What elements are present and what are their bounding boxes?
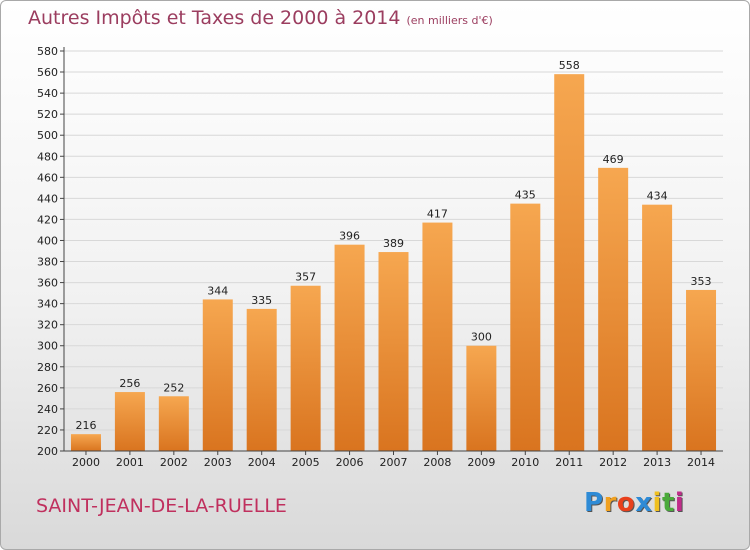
bars [70, 74, 717, 451]
x-tick-label: 2000 [72, 456, 100, 469]
y-tick-label: 320 [37, 319, 58, 332]
data-label: 357 [295, 271, 316, 284]
data-label: 396 [339, 230, 360, 243]
data-label: 434 [647, 190, 668, 203]
logo-letter: r [603, 488, 617, 518]
bar-2013 [642, 204, 673, 451]
x-tick-label: 2009 [467, 456, 495, 469]
logo-letter: o [616, 488, 636, 518]
y-tick-label: 540 [37, 87, 58, 100]
y-tick-label: 380 [37, 256, 58, 269]
y-tick-label: 480 [37, 150, 58, 163]
data-label: 335 [251, 294, 272, 307]
data-label: 252 [163, 381, 184, 394]
x-tick-label: 2003 [204, 456, 232, 469]
data-label: 389 [383, 237, 404, 250]
x-tick-label: 2012 [599, 456, 627, 469]
y-tick-label: 580 [37, 45, 58, 58]
bar-2002 [158, 396, 189, 451]
bar-2001 [114, 392, 145, 451]
y-tick-label: 460 [37, 171, 58, 184]
bar-2003 [202, 299, 233, 451]
logo-letter: t [661, 488, 675, 518]
y-tick-labels: 200 220 240 260 280 300 320 340 360 380 400 420 440 4… [37, 45, 64, 458]
data-labels: 216 256 252 344 335 357 396 389 417 300 435 558 469 4… [75, 59, 711, 432]
bar-2010 [510, 203, 541, 451]
x-tick-label: 2002 [160, 456, 188, 469]
logo-letter: i [652, 488, 662, 518]
bar-2005 [290, 285, 321, 451]
x-tick-label: 2007 [380, 456, 408, 469]
logo-letter: x [635, 488, 653, 518]
x-tick-label: 2010 [511, 456, 539, 469]
x-tick-label: 2014 [687, 456, 715, 469]
data-label: 256 [119, 377, 140, 390]
y-tick-label: 260 [37, 382, 58, 395]
x-tick-labels: 2000 2001 2002 2003 2004 2005 2006 2007 2008 2009… [72, 451, 715, 469]
y-tick-label: 340 [37, 298, 58, 311]
x-tick-label: 2013 [643, 456, 671, 469]
y-tick-label: 220 [37, 424, 58, 437]
data-label: 558 [559, 59, 580, 72]
y-tick-label: 200 [37, 445, 58, 458]
y-tick-label: 440 [37, 192, 58, 205]
bar-2008 [422, 222, 453, 451]
x-tick-label: 2005 [292, 456, 320, 469]
data-label: 353 [691, 275, 712, 288]
bar-2011 [554, 74, 585, 451]
data-label: 435 [515, 189, 536, 202]
data-label: 344 [207, 284, 228, 297]
x-tick-label: 2006 [336, 456, 364, 469]
y-tick-label: 300 [37, 340, 58, 353]
y-tick-label: 240 [37, 403, 58, 416]
x-tick-label: 2004 [248, 456, 276, 469]
logo-letter: P [584, 488, 604, 518]
chart-title-text: Autres Impôts et Taxes de 2000 à 2014 [28, 7, 401, 29]
data-label: 469 [603, 153, 624, 166]
bar-2000 [70, 434, 101, 451]
chart-title: Autres Impôts et Taxes de 2000 à 2014 (en… [28, 7, 493, 29]
proxiti-logo: Proxiti [584, 488, 684, 518]
bar-2004 [246, 308, 277, 451]
data-label: 300 [471, 331, 492, 344]
chart-unit: (en milliers d'€) [406, 14, 493, 27]
data-label: 216 [75, 419, 96, 432]
y-tick-label: 280 [37, 361, 58, 374]
y-tick-label: 360 [37, 277, 58, 290]
bar-2007 [378, 252, 409, 451]
bar-2006 [334, 244, 365, 451]
x-tick-label: 2011 [555, 456, 583, 469]
logo-letter: i [674, 488, 685, 518]
y-tick-label: 400 [37, 234, 58, 247]
bar-2014 [686, 289, 717, 451]
x-tick-label: 2008 [423, 456, 451, 469]
y-tick-label: 520 [37, 108, 58, 121]
bar-2009 [466, 345, 497, 451]
bar-2012 [598, 167, 629, 451]
y-tick-label: 420 [37, 213, 58, 226]
y-tick-label: 500 [37, 129, 58, 142]
y-tick-label: 560 [37, 66, 58, 79]
commune-name: SAINT-JEAN-DE-LA-RUELLE [36, 495, 287, 517]
data-label: 417 [427, 208, 448, 221]
x-tick-label: 2001 [116, 456, 144, 469]
